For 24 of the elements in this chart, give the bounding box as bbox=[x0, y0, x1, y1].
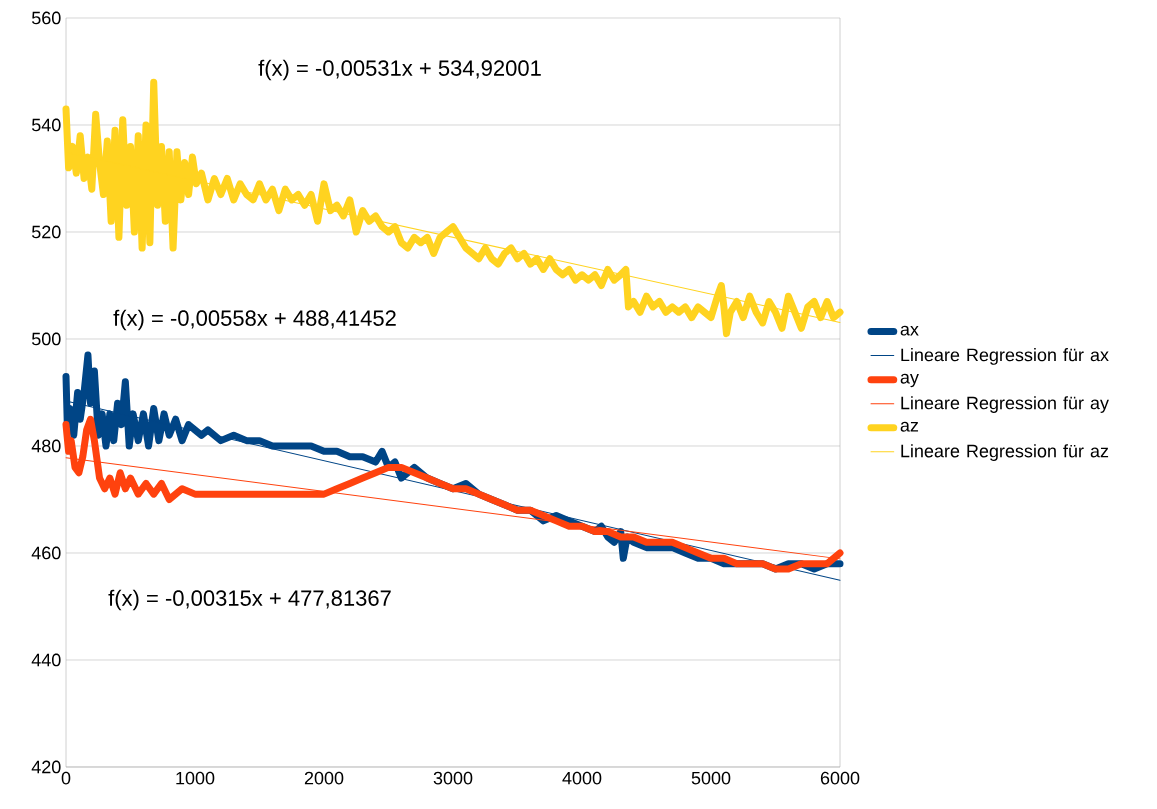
y-tick-label: 480 bbox=[31, 439, 61, 453]
legend-label: ax bbox=[900, 325, 919, 336]
annotation: f(x) = -0,00531x + 534,92001 bbox=[258, 59, 541, 81]
x-tick-label: 2000 bbox=[304, 771, 344, 785]
y-tick-label: 420 bbox=[31, 760, 61, 774]
legend-label: az bbox=[900, 421, 919, 432]
legend-label: Lineare Regression für ay bbox=[901, 396, 1109, 413]
y-tick-label: 500 bbox=[31, 332, 61, 346]
annotation: f(x) = -0,00558x + 488,41452 bbox=[113, 309, 396, 331]
y-tick-label: 440 bbox=[31, 653, 61, 667]
y-tick-label: 560 bbox=[31, 11, 61, 25]
annotation: f(x) = -0,00315x + 477,81367 bbox=[108, 589, 391, 611]
x-tick-label: 1000 bbox=[176, 771, 215, 785]
x-tick-label: 3000 bbox=[433, 771, 473, 785]
x-tick-label: 4000 bbox=[562, 771, 602, 785]
x-tick-label: 0 bbox=[61, 771, 71, 785]
legend-label: Lineare Regression für ax bbox=[901, 348, 1109, 365]
y-tick-label: 460 bbox=[31, 546, 61, 560]
x-tick-label: 5000 bbox=[691, 771, 731, 785]
x-tick-label: 6000 bbox=[820, 771, 860, 785]
y-tick-label: 540 bbox=[31, 118, 61, 132]
legend-label: ay bbox=[900, 373, 919, 388]
y-tick-label: 520 bbox=[31, 225, 61, 239]
legend-label: Lineare Regression für az bbox=[901, 444, 1109, 461]
